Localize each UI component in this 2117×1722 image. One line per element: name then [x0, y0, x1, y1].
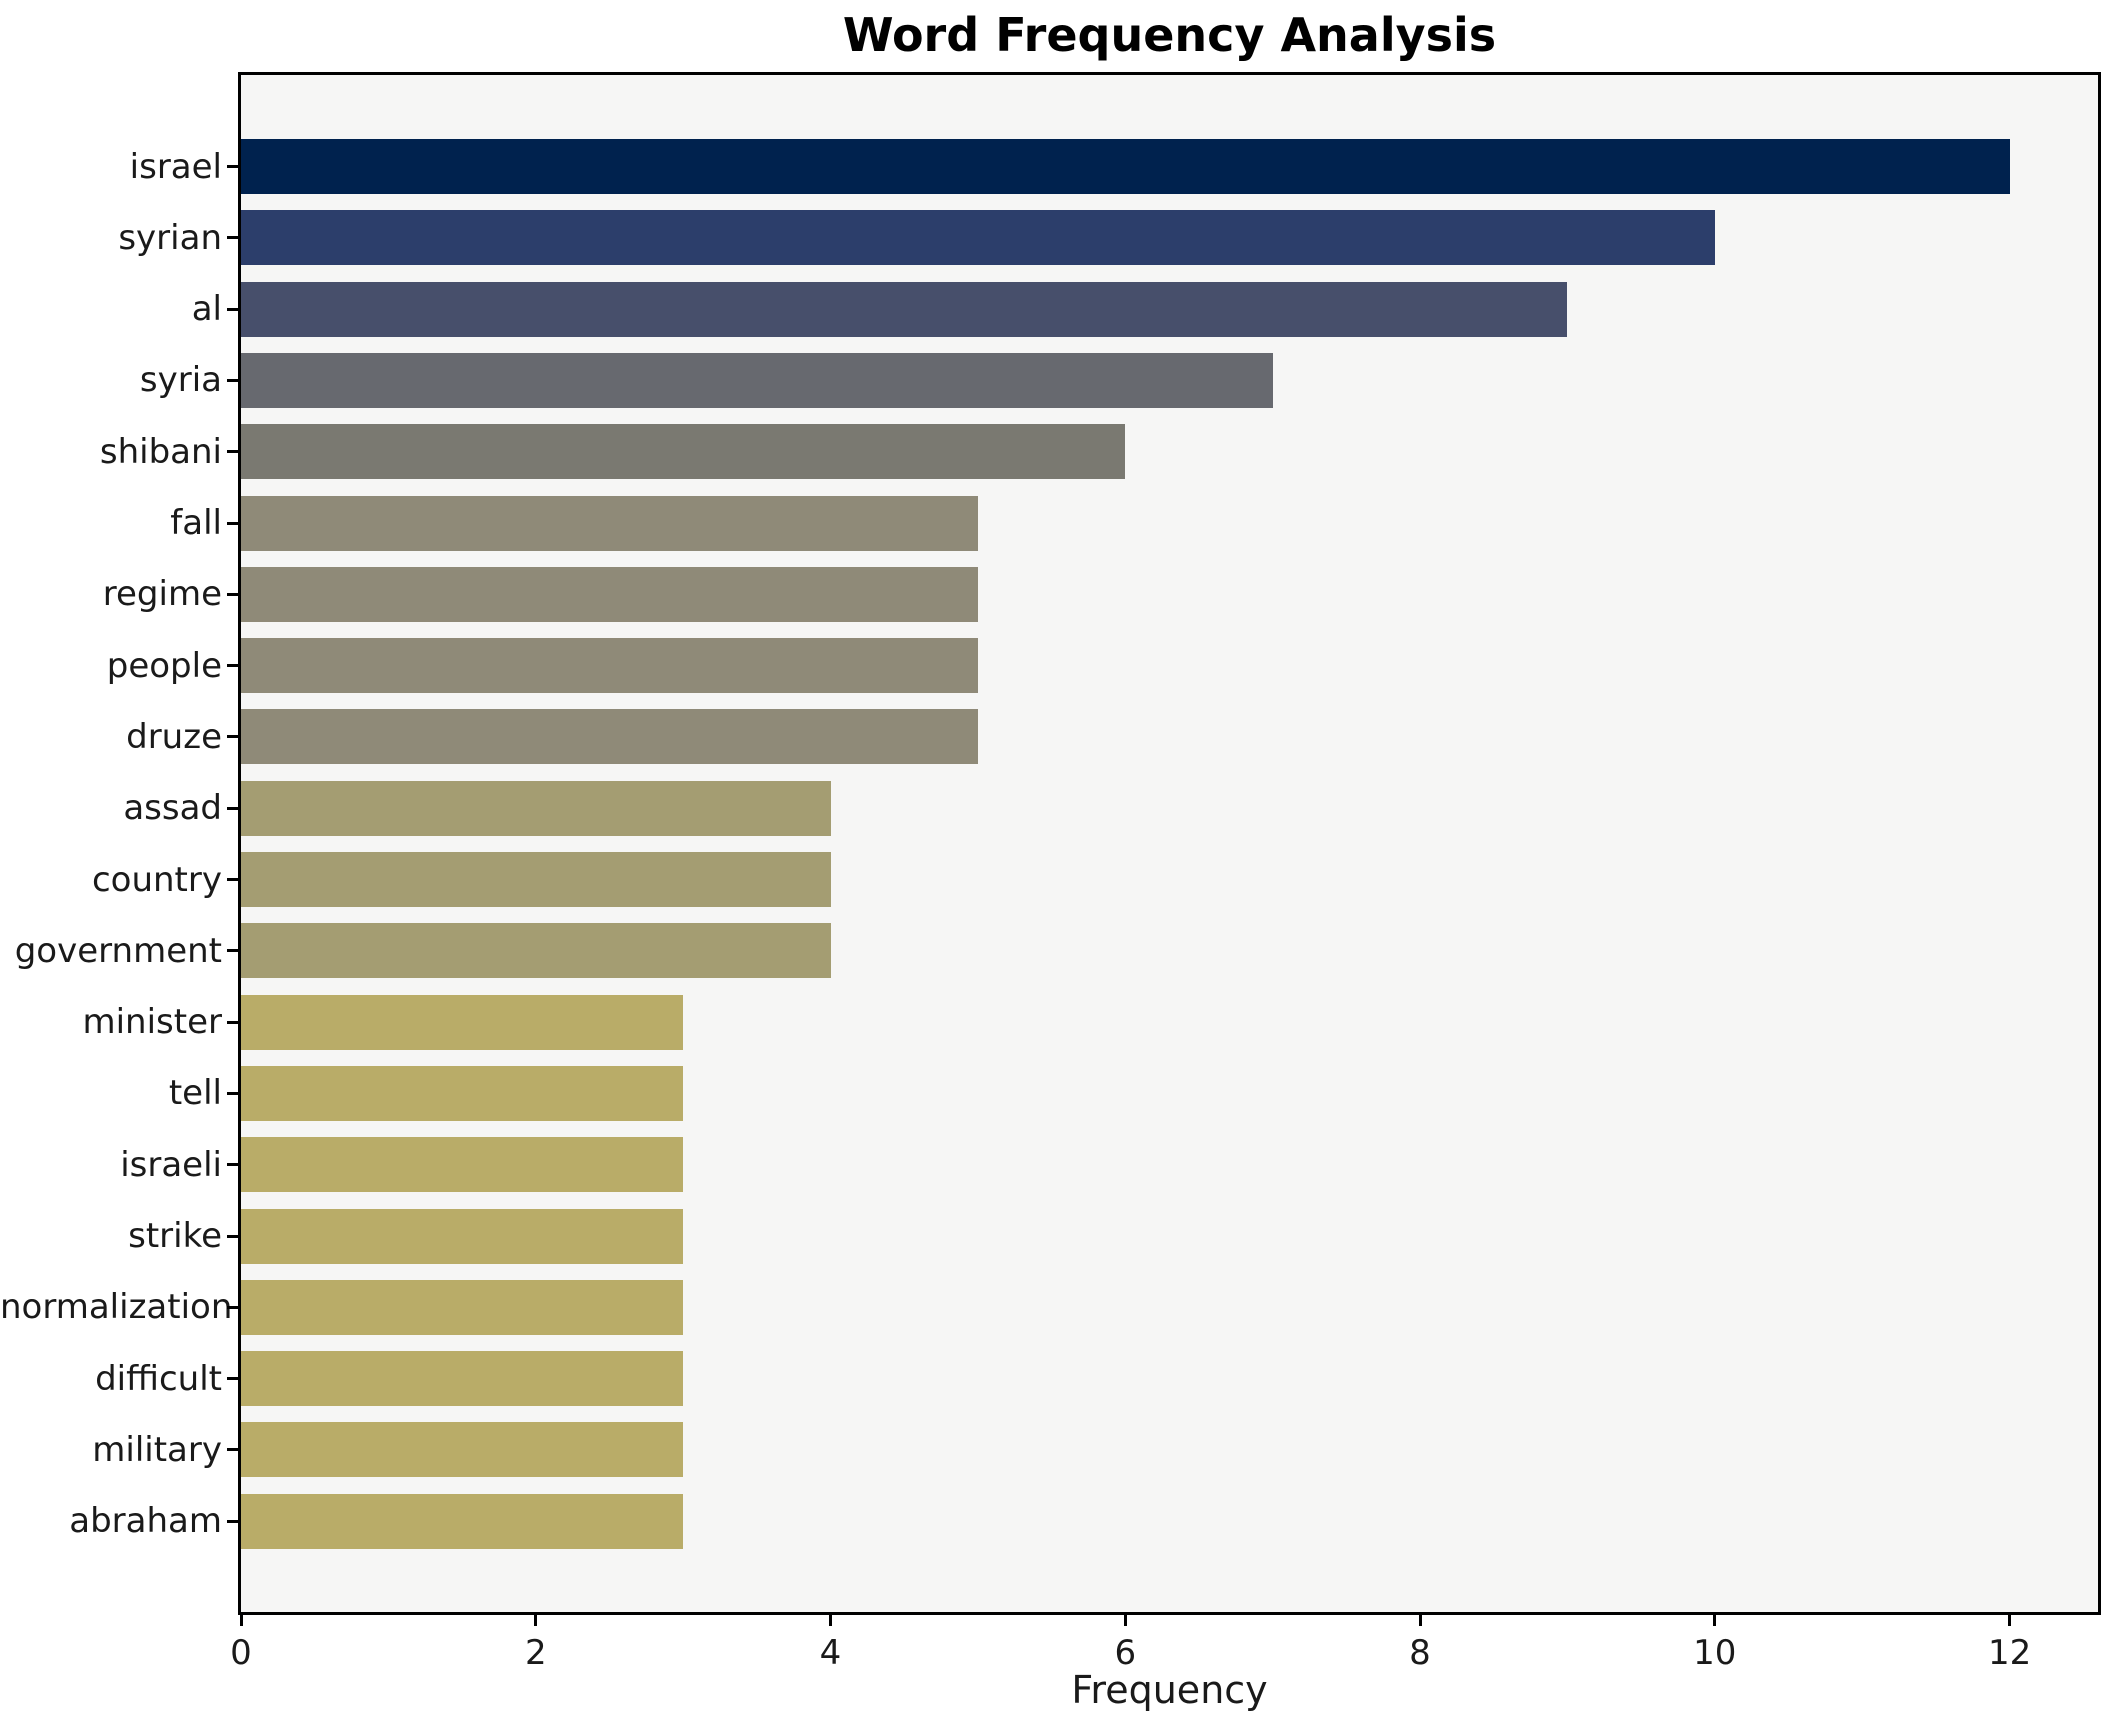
ytick-mark [227, 165, 238, 168]
ytick-mark [227, 378, 238, 382]
xtick-label-0: 0 [230, 1633, 252, 1673]
bar-fall [241, 495, 978, 551]
bar-normalization [241, 1279, 684, 1335]
ytick-label-shibani: shibani [99, 431, 222, 472]
ytick-label-difficult: difficult [95, 1358, 222, 1399]
bar-military [241, 1422, 684, 1478]
bar-israel [241, 139, 2010, 194]
xtick-mark-4 [829, 1615, 832, 1626]
bar-israeli [241, 1137, 684, 1193]
ytick-label-government: government [14, 930, 222, 971]
ytick-mark [227, 1448, 238, 1452]
bar-regime [241, 566, 978, 622]
xtick-mark-8 [1418, 1615, 1422, 1626]
ytick-mark [227, 1377, 238, 1381]
bar-syrian [241, 210, 1715, 266]
bar-government [241, 923, 831, 979]
ytick-mark [227, 236, 238, 240]
xtick-mark-12 [2008, 1615, 2012, 1626]
bar-abraham [241, 1493, 684, 1549]
bar-syria [241, 352, 1273, 408]
xtick-mark-2 [534, 1615, 538, 1626]
chart-title: Word Frequency Analysis [842, 8, 1497, 62]
ytick-label-minister: minister [82, 1002, 222, 1043]
ytick-label-military: military [92, 1429, 222, 1470]
ytick-label-al: al [191, 289, 222, 330]
ytick-label-druze: druze [126, 716, 222, 757]
bar-tell [241, 1065, 684, 1121]
ytick-label-abraham: abraham [69, 1501, 222, 1542]
ytick-mark [227, 735, 238, 739]
xtick-mark-6 [1123, 1615, 1127, 1626]
ytick-label-syria: syria [139, 360, 222, 401]
ytick-label-country: country [91, 859, 222, 900]
bar-difficult [241, 1351, 684, 1407]
xtick-label-8: 8 [1409, 1633, 1431, 1673]
ytick-label-regime: regime [102, 574, 222, 615]
ytick-mark [227, 307, 238, 311]
xtick-label-12: 12 [1987, 1633, 2032, 1673]
bar-al [241, 281, 1568, 337]
ytick-label-normalization: normalization [0, 1287, 233, 1328]
ytick-mark [227, 949, 238, 953]
ytick-label-tell: tell [168, 1073, 222, 1114]
bar-assad [241, 780, 831, 836]
ytick-label-strike: strike [128, 1216, 222, 1256]
ytick-label-israeli: israeli [120, 1144, 222, 1185]
ytick-label-israel: israel [129, 146, 222, 187]
bar-shibani [241, 424, 1126, 480]
xtick-label-10: 10 [1693, 1633, 1737, 1673]
ytick-mark [227, 1091, 238, 1095]
bar-strike [241, 1208, 684, 1264]
xtick-label-4: 4 [819, 1633, 842, 1673]
ytick-mark [227, 592, 238, 596]
bar-minister [241, 994, 684, 1050]
bar-country [241, 852, 831, 907]
ytick-label-people: people [106, 645, 222, 686]
ytick-mark [227, 878, 238, 881]
ytick-mark [227, 1234, 238, 1238]
ytick-mark [227, 1020, 238, 1024]
ytick-mark [227, 1519, 238, 1523]
ytick-mark [227, 450, 238, 454]
ytick-label-fall: fall [170, 503, 222, 543]
ytick-mark [227, 1305, 238, 1309]
ytick-label-syrian: syrian [118, 217, 222, 258]
bar-druze [241, 709, 978, 765]
xtick-label-2: 2 [524, 1633, 547, 1673]
ytick-label-assad: assad [123, 788, 222, 829]
ytick-mark [227, 1163, 238, 1167]
ytick-mark [227, 521, 238, 525]
xtick-mark-10 [1713, 1615, 1717, 1626]
ytick-mark [227, 806, 238, 810]
ytick-mark [227, 664, 238, 668]
xtick-label-6: 6 [1114, 1633, 1137, 1673]
xtick-mark-0 [239, 1615, 243, 1626]
bar-people [241, 638, 978, 694]
x-axis-title: Frequency [1071, 1668, 1268, 1712]
